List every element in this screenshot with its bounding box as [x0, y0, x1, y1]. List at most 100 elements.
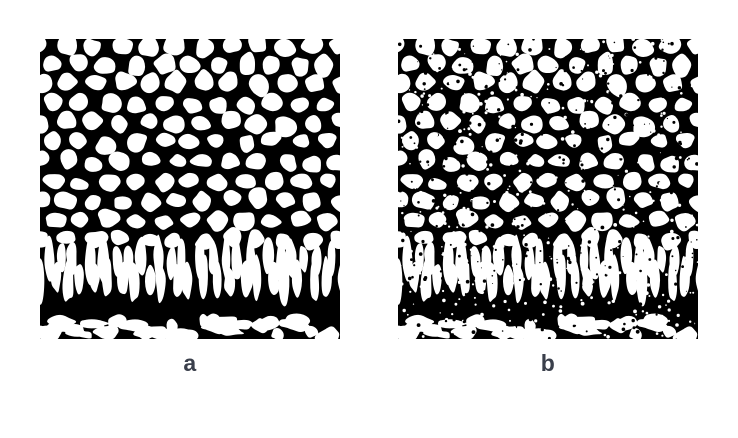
texture-b-speck-433 — [539, 102, 541, 104]
texture-a-cell-158 — [74, 264, 84, 295]
texture-b-cell-161 — [475, 260, 488, 295]
texture-b-speck-583 — [458, 129, 462, 133]
texture-b-cell-164 — [513, 263, 524, 304]
texture-a-cell-11 — [328, 39, 340, 55]
texture-b-cell-108 — [403, 212, 425, 228]
texture-b-speck-856 — [472, 45, 475, 47]
texture-b-speck-78 — [605, 320, 608, 324]
texture-b-speck-299 — [474, 279, 477, 282]
texture-b-speck-768 — [607, 82, 610, 85]
texture-b-speck-899 — [509, 317, 511, 320]
texture-a-cell-55 — [221, 110, 241, 130]
texture-b-speck-487 — [531, 252, 533, 254]
texture-b-speck-0 — [453, 142, 457, 146]
texture-b-speck-170 — [580, 69, 583, 72]
texture-b-speck-795 — [695, 162, 698, 166]
texture-b-speck-266 — [561, 282, 563, 284]
texture-b-cell-45 — [648, 97, 667, 113]
texture-b-speck-9 — [633, 191, 635, 193]
texture-b-cell-159 — [446, 263, 458, 293]
texture-b-speck-772 — [450, 226, 454, 230]
texture-a-cell-160 — [101, 256, 112, 297]
texture-b-speck-611 — [666, 164, 668, 166]
texture-b-speck-894 — [556, 261, 559, 264]
texture-a-cell-56 — [244, 114, 268, 135]
texture-b-speck-355 — [568, 258, 571, 262]
texture-b-speck-329 — [690, 241, 692, 243]
texture-b-speck-382 — [574, 270, 578, 275]
texture-b-speck-195 — [489, 163, 493, 167]
texture-b-speck-298 — [647, 235, 650, 238]
texture-b-speck-172 — [596, 254, 600, 257]
texture-a-cell-7 — [222, 39, 242, 53]
texture-b-speck-151 — [429, 207, 432, 210]
texture-b-speck-574 — [670, 235, 672, 237]
texture-b-speck-602 — [544, 238, 546, 240]
texture-a-cell-46 — [316, 97, 335, 112]
texture-b-speck-40 — [536, 97, 538, 99]
texture-b-speck-48 — [424, 179, 428, 183]
texture-b-speck-521 — [602, 142, 606, 145]
texture-b-speck-849 — [448, 81, 453, 85]
texture-b-speck-21 — [666, 196, 669, 198]
texture-b-speck-838 — [567, 189, 570, 192]
texture-b-speck-326 — [501, 69, 503, 71]
texture-b-speck-683 — [419, 211, 422, 213]
texture-b-speck-72 — [660, 112, 663, 114]
texture-b-speck-305 — [520, 189, 524, 193]
texture-b-speck-33 — [694, 250, 697, 253]
texture-b-speck-861 — [435, 206, 439, 210]
texture-b-speck-585 — [635, 200, 639, 204]
texture-a-cell-212 — [117, 319, 149, 332]
texture-b-speck-148 — [595, 161, 598, 164]
texture-b-speck-323 — [583, 168, 586, 170]
texture-b-speck-767 — [398, 64, 401, 68]
texture-b-speck-797 — [587, 240, 592, 244]
texture-image-b — [398, 39, 698, 339]
texture-a-cell-54 — [191, 115, 211, 131]
texture-b-cell-106 — [660, 192, 679, 212]
texture-b-speck-619 — [513, 302, 517, 305]
texture-b-speck-10 — [542, 202, 546, 205]
texture-b-speck-230 — [456, 79, 460, 84]
texture-b-speck-746 — [639, 149, 643, 153]
texture-b-speck-334 — [695, 223, 698, 227]
texture-a-cell-123 — [110, 229, 130, 246]
texture-a-cell-213 — [166, 318, 178, 335]
texture-b-cell-177 — [695, 265, 698, 291]
texture-b-speck-511 — [435, 133, 439, 137]
texture-b-speck-430 — [583, 50, 585, 53]
texture-b-speck-255 — [437, 184, 440, 187]
texture-b-speck-473 — [459, 191, 462, 194]
texture-a-cell-168 — [212, 261, 222, 299]
texture-b-speck-845 — [499, 137, 501, 140]
texture-b-speck-796 — [624, 261, 628, 264]
texture-b-speck-534 — [526, 162, 530, 166]
texture-a-cell-177 — [337, 265, 340, 291]
texture-b-cell-13 — [427, 54, 446, 72]
texture-b-speck-89 — [586, 100, 589, 102]
texture-b-speck-85 — [507, 75, 510, 78]
texture-b-cell-72 — [398, 150, 408, 166]
texture-b-speck-690 — [594, 228, 596, 231]
texture-b-cell-4 — [496, 39, 517, 57]
texture-b-speck-436 — [670, 41, 674, 46]
texture-b-speck-348 — [415, 146, 419, 149]
texture-b-cell-83 — [684, 154, 698, 171]
texture-b-speck-103 — [667, 42, 670, 45]
texture-b-speck-352 — [674, 282, 678, 286]
texture-b-speck-336 — [552, 107, 555, 110]
texture-b-speck-747 — [650, 131, 652, 133]
texture-a-cell-196 — [322, 326, 340, 339]
texture-b-speck-628 — [657, 305, 662, 309]
texture-b-speck-762 — [672, 120, 676, 124]
texture-b-speck-824 — [471, 61, 474, 63]
texture-b-speck-59 — [674, 258, 677, 262]
texture-b-speck-615 — [536, 105, 539, 108]
texture-a-cell-78 — [189, 154, 212, 167]
texture-b-speck-83 — [685, 226, 687, 228]
texture-b-speck-171 — [590, 296, 593, 300]
texture-b-speck-315 — [492, 304, 496, 308]
texture-b-speck-145 — [587, 89, 590, 91]
texture-b-speck-79 — [696, 296, 698, 299]
